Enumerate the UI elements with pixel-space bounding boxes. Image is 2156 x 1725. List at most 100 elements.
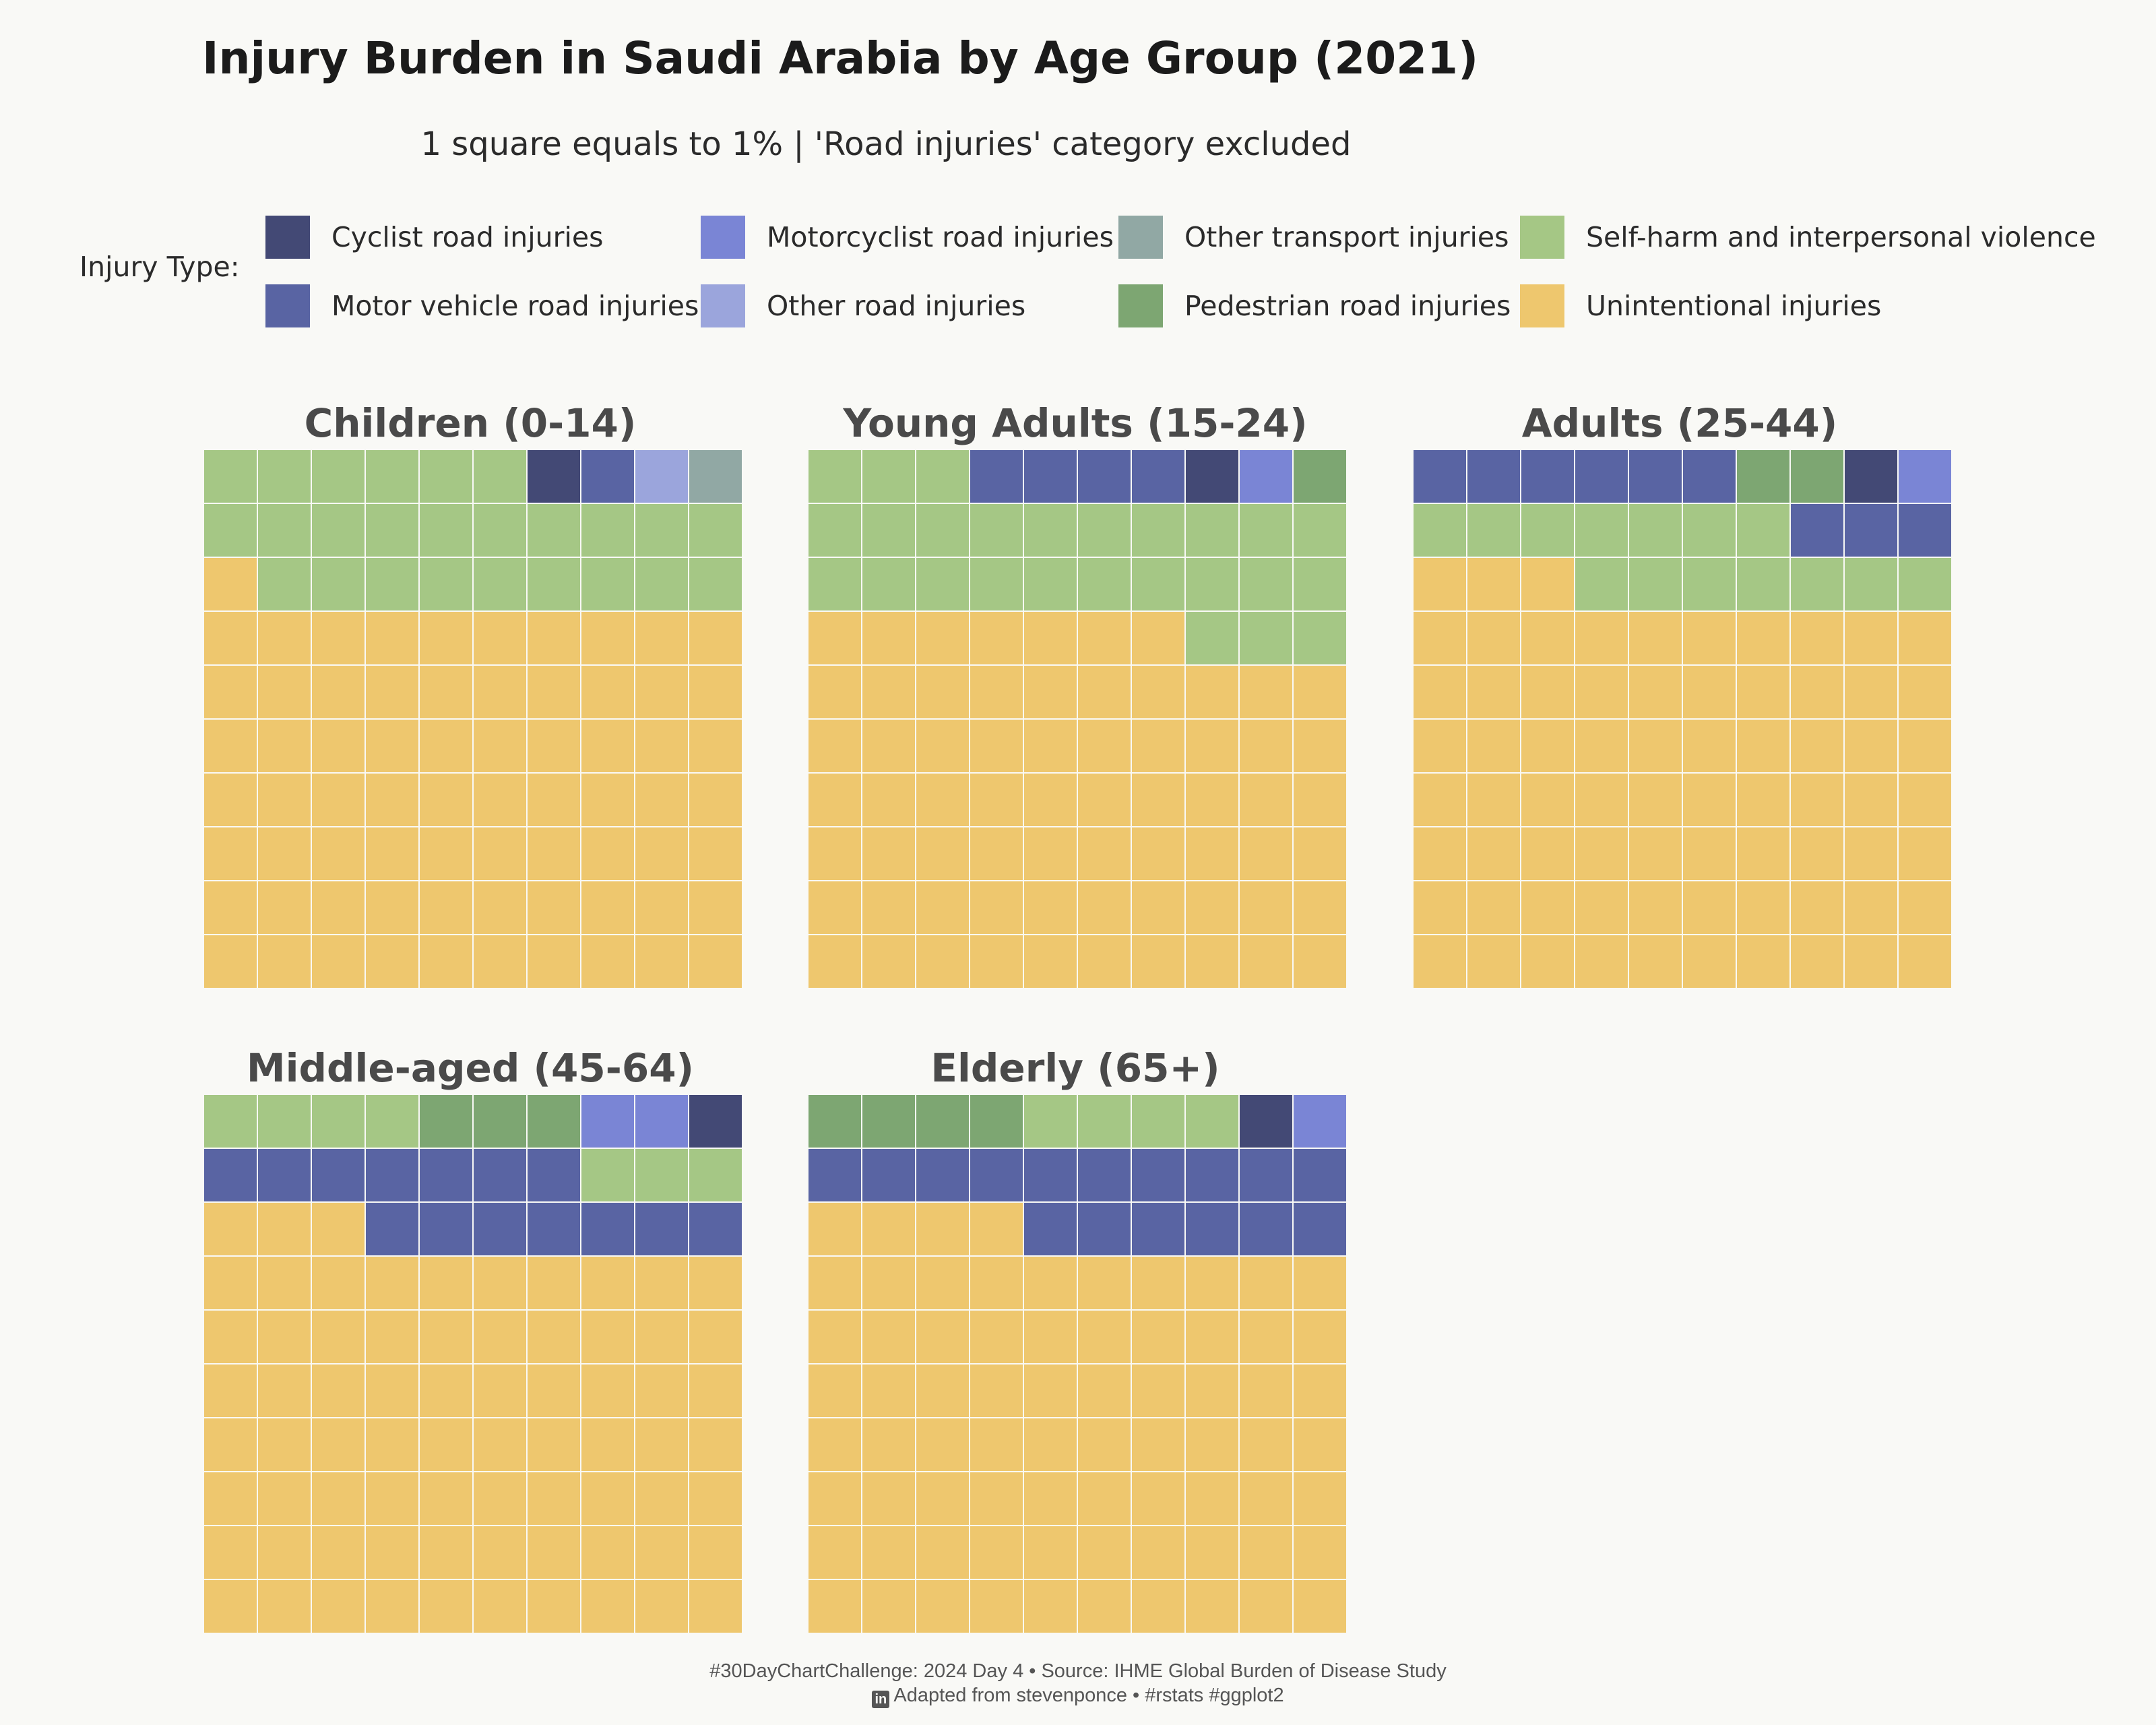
waffle-cell-unintentional-injuries [1024, 827, 1077, 880]
waffle-cell-unintentional-injuries [581, 935, 634, 988]
waffle-cell-self-harm-and-interpersonal-violence [1132, 504, 1184, 557]
waffle-cell-unintentional-injuries [366, 774, 418, 826]
waffle-cell-unintentional-injuries [420, 1580, 472, 1633]
linkedin-icon: in [872, 1691, 890, 1708]
waffle-cell-motor-vehicle-road-injuries [1575, 450, 1628, 503]
waffle-cell-unintentional-injuries [1791, 666, 1843, 718]
waffle-cell-self-harm-and-interpersonal-violence [581, 504, 634, 557]
waffle-cell-unintentional-injuries [528, 1526, 580, 1579]
waffle-cell-unintentional-injuries [528, 666, 580, 718]
waffle-cell-unintentional-injuries [474, 612, 526, 664]
legend-label-other-transport: Other transport injuries [1184, 221, 1509, 253]
waffle-cell-unintentional-injuries [689, 774, 742, 826]
waffle-cell-self-harm-and-interpersonal-violence [474, 504, 526, 557]
waffle-cell-unintentional-injuries [474, 1365, 526, 1417]
waffle-cell-unintentional-injuries [1294, 935, 1346, 988]
waffle-cell-unintentional-injuries [1899, 666, 1951, 718]
waffle-cell-unintentional-injuries [1521, 774, 1574, 826]
waffle-cell-unintentional-injuries [635, 1580, 688, 1633]
waffle-cell-unintentional-injuries [204, 1203, 257, 1255]
waffle-cell-pedestrian-road-injuries [528, 1095, 580, 1148]
waffle-cell-self-harm-and-interpersonal-violence [312, 504, 364, 557]
waffle-cell-unintentional-injuries [420, 935, 472, 988]
waffle-cell-unintentional-injuries [970, 1418, 1023, 1471]
waffle-cell-unintentional-injuries [1294, 1472, 1346, 1525]
waffle-cell-unintentional-injuries [916, 1580, 969, 1633]
waffle-cell-unintentional-injuries [916, 1526, 969, 1579]
waffle-cell-unintentional-injuries [528, 881, 580, 934]
waffle-cell-unintentional-injuries [862, 1580, 915, 1633]
waffle-cell-unintentional-injuries [1078, 774, 1131, 826]
waffle-cell-unintentional-injuries [862, 720, 915, 772]
waffle-cell-unintentional-injuries [581, 1472, 634, 1525]
waffle-cell-unintentional-injuries [204, 881, 257, 934]
waffle-cell-unintentional-injuries [1737, 881, 1789, 934]
waffle-cell-motor-vehicle-road-injuries [474, 1149, 526, 1201]
waffle-cell-self-harm-and-interpersonal-violence [204, 1095, 257, 1148]
legend-key-cyclist [265, 216, 310, 259]
waffle-cell-unintentional-injuries [420, 774, 472, 826]
waffle-cell-unintentional-injuries [1240, 1526, 1292, 1579]
waffle-cell-motor-vehicle-road-injuries [1186, 1203, 1238, 1255]
waffle-cell-unintentional-injuries [204, 1526, 257, 1579]
waffle-cell-unintentional-injuries [1899, 612, 1951, 664]
waffle-cell-unintentional-injuries [1240, 1365, 1292, 1417]
waffle-cell-unintentional-injuries [1078, 935, 1131, 988]
waffle-cell-unintentional-injuries [1078, 666, 1131, 718]
waffle-cell-unintentional-injuries [1132, 774, 1184, 826]
waffle-cell-unintentional-injuries [970, 612, 1023, 664]
waffle-cell-cyclist-road-injuries [1186, 450, 1238, 503]
waffle-cell-unintentional-injuries [366, 935, 418, 988]
waffle-cell-unintentional-injuries [1132, 935, 1184, 988]
waffle-cell-unintentional-injuries [689, 1580, 742, 1633]
waffle-cell-unintentional-injuries [1132, 720, 1184, 772]
caption-line-2: Adapted from stevenponce • #rstats #ggpl… [893, 1685, 1284, 1706]
waffle-cell-unintentional-injuries [1240, 1418, 1292, 1471]
waffle-cell-motor-vehicle-road-injuries [420, 1203, 472, 1255]
waffle-cell-unintentional-injuries [862, 881, 915, 934]
waffle-cell-unintentional-injuries [474, 774, 526, 826]
waffle-cell-unintentional-injuries [1791, 827, 1843, 880]
waffle-cell-unintentional-injuries [916, 1365, 969, 1417]
waffle-cell-unintentional-injuries [1294, 774, 1346, 826]
waffle-cell-unintentional-injuries [1575, 612, 1628, 664]
waffle-cell-unintentional-injuries [808, 774, 861, 826]
waffle-cell-self-harm-and-interpersonal-violence [1467, 504, 1520, 557]
waffle-cell-unintentional-injuries [1132, 827, 1184, 880]
waffle-cell-motor-vehicle-road-injuries [1845, 504, 1897, 557]
waffle-cell-unintentional-injuries [1294, 720, 1346, 772]
waffle-cell-unintentional-injuries [312, 1580, 364, 1633]
waffle-cell-unintentional-injuries [1078, 1526, 1131, 1579]
waffle-cell-unintentional-injuries [528, 1580, 580, 1633]
waffle-cell-self-harm-and-interpersonal-violence [420, 450, 472, 503]
waffle-cell-unintentional-injuries [1294, 1311, 1346, 1363]
waffle-cell-unintentional-injuries [1240, 1311, 1292, 1363]
waffle-cell-unintentional-injuries [1294, 666, 1346, 718]
waffle-cell-unintentional-injuries [862, 1257, 915, 1309]
waffle-cell-unintentional-injuries [1791, 774, 1843, 826]
waffle-cell-unintentional-injuries [420, 1365, 472, 1417]
waffle-cell-unintentional-injuries [420, 1311, 472, 1363]
waffle-cell-unintentional-injuries [1240, 774, 1292, 826]
waffle-cell-unintentional-injuries [1683, 774, 1736, 826]
waffle-cell-self-harm-and-interpersonal-violence [312, 1095, 364, 1148]
waffle-cell-motor-vehicle-road-injuries [1294, 1203, 1346, 1255]
waffle-cell-unintentional-injuries [1629, 774, 1682, 826]
waffle-cell-unintentional-injuries [808, 1526, 861, 1579]
waffle-cell-unintentional-injuries [581, 612, 634, 664]
waffle-cell-self-harm-and-interpersonal-violence [808, 504, 861, 557]
waffle-cell-unintentional-injuries [528, 1257, 580, 1309]
waffle-cell-unintentional-injuries [366, 1311, 418, 1363]
waffle-cell-unintentional-injuries [916, 1418, 969, 1471]
waffle-cell-unintentional-injuries [1132, 1418, 1184, 1471]
waffle-cell-unintentional-injuries [1414, 558, 1466, 610]
waffle-cell-motor-vehicle-road-injuries [1414, 450, 1466, 503]
waffle-cell-unintentional-injuries [1294, 1526, 1346, 1579]
waffle-cell-unintentional-injuries [1132, 1526, 1184, 1579]
legend-item-motorcyclist: Motorcyclist road injuries [701, 216, 1114, 259]
waffle-cell-unintentional-injuries [1414, 827, 1466, 880]
waffle-cell-motor-vehicle-road-injuries [1899, 504, 1951, 557]
waffle-cell-self-harm-and-interpersonal-violence [1683, 504, 1736, 557]
legend-key-other-road [701, 284, 745, 327]
waffle-cell-unintentional-injuries [970, 1472, 1023, 1525]
